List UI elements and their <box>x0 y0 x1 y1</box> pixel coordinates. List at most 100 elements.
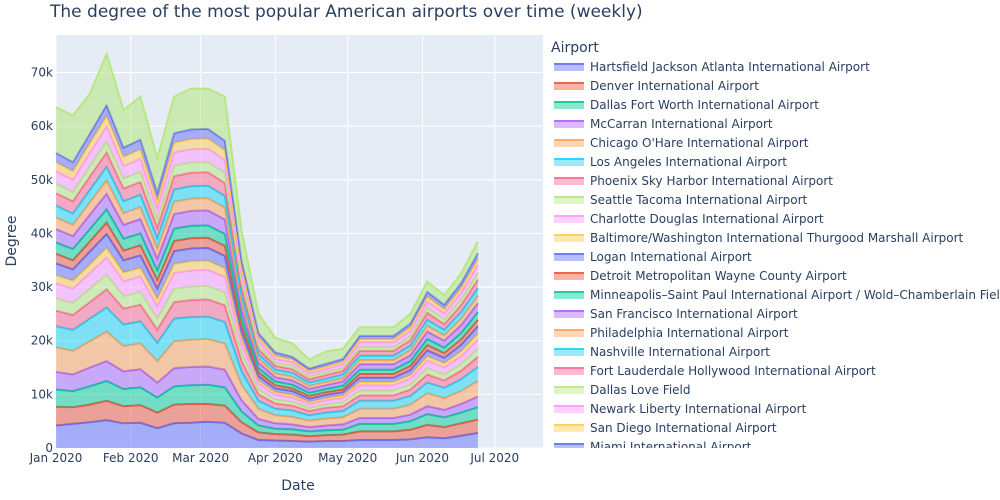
area-series-8[interactable] <box>56 274 478 411</box>
x-tick-label: Apr 2020 <box>248 451 303 465</box>
legend-title: Airport <box>551 40 599 56</box>
area-series-16[interactable] <box>56 166 478 386</box>
area-series-top-band[interactable] <box>56 53 478 369</box>
legend-swatch-icon <box>554 215 584 223</box>
legend-label: Nashville International Airport <box>590 345 770 359</box>
legend-swatch-icon <box>554 272 584 280</box>
area-series-14[interactable] <box>56 193 478 393</box>
legend-swatch-icon <box>554 443 584 448</box>
legend-item[interactable]: Minneapolis–Saint Paul International Air… <box>551 286 1000 305</box>
legend-swatch-icon <box>554 386 584 394</box>
legend-items[interactable]: Hartsfield Jackson Atlanta International… <box>551 58 1000 448</box>
legend-item[interactable]: Nashville International Airport <box>551 343 1000 362</box>
legend-item[interactable]: San Francisco International Airport <box>551 305 1000 324</box>
area-series-7[interactable] <box>56 289 478 416</box>
y-tick-label: 10k <box>31 387 53 401</box>
legend-label: Philadelphia International Airport <box>590 326 789 340</box>
legend-label: Logan International Airport <box>590 250 752 264</box>
legend-item[interactable]: Philadelphia International Airport <box>551 324 1000 343</box>
chart-title: The degree of the most popular American … <box>50 2 643 22</box>
y-tick-label: 60k <box>31 119 53 133</box>
legend-swatch-icon <box>554 177 584 185</box>
area-series-9[interactable] <box>56 257 478 408</box>
y-tick-label: 0 <box>45 441 53 455</box>
area-series-4[interactable] <box>56 361 478 432</box>
y-tick-label: 30k <box>31 280 53 294</box>
area-series-11[interactable] <box>56 234 478 402</box>
legend-item[interactable]: Hartsfield Jackson Atlanta International… <box>551 58 1000 77</box>
legend-label: Minneapolis–Saint Paul International Air… <box>590 288 1000 302</box>
legend-swatch-icon <box>554 101 584 109</box>
legend-swatch-icon <box>554 291 584 299</box>
legend-item[interactable]: Detroit Metropolitan Wayne County Airpor… <box>551 267 1000 286</box>
x-tick-label: Jan 2020 <box>29 451 83 465</box>
area-series-19[interactable] <box>56 126 478 377</box>
legend-item[interactable]: Newark Liberty International Airport <box>551 400 1000 419</box>
legend-swatch-icon <box>554 120 584 128</box>
legend-label: Fort Lauderdale Hollywood International … <box>590 364 876 378</box>
legend-item[interactable]: Charlotte Douglas International Airport <box>551 210 1000 229</box>
legend-item[interactable]: Phoenix Sky Harbor International Airport <box>551 172 1000 191</box>
legend-swatch-icon <box>554 348 584 356</box>
legend-item[interactable]: Los Angeles International Airport <box>551 153 1000 172</box>
legend-label: Denver International Airport <box>590 79 759 93</box>
legend-label: Chicago O'Hare International Airport <box>590 136 809 150</box>
legend-swatch-icon <box>554 196 584 204</box>
legend-label: Baltimore/Washington International Thurg… <box>590 231 964 245</box>
legend-swatch-icon <box>554 367 584 375</box>
legend-item[interactable]: San Diego International Airport <box>551 419 1000 438</box>
stacked-areas[interactable] <box>55 50 479 448</box>
legend-swatch-icon <box>554 329 584 337</box>
legend-swatch-icon <box>554 424 584 432</box>
legend-swatch-icon <box>554 234 584 242</box>
legend-item[interactable]: Miami International Airport <box>551 438 1000 448</box>
legend-label: Phoenix Sky Harbor International Airport <box>590 174 833 188</box>
legend[interactable]: Airport Hartsfield Jackson Atlanta Inter… <box>551 38 1000 448</box>
area-series-13[interactable] <box>56 209 478 396</box>
legend-label: Dallas Fort Worth International Airport <box>590 98 819 112</box>
legend-item[interactable]: Fort Lauderdale Hollywood International … <box>551 362 1000 381</box>
x-axis-ticks: Jan 2020 Feb 2020 Mar 2020 Apr 2020 May 2020… <box>29 451 520 465</box>
area-series-5[interactable] <box>56 331 478 428</box>
legend-swatch-icon <box>554 253 584 261</box>
y-tick-label: 20k <box>31 334 53 348</box>
x-tick-label: Mar 2020 <box>172 451 229 465</box>
y-tick-label: 70k <box>31 66 53 80</box>
legend-label: Detroit Metropolitan Wayne County Airpor… <box>590 269 847 283</box>
legend-item[interactable]: Seattle Tacoma International Airport <box>551 191 1000 210</box>
legend-label: Seattle Tacoma International Airport <box>590 193 808 207</box>
legend-item[interactable]: Baltimore/Washington International Thurg… <box>551 229 1000 248</box>
x-axis-title: Date <box>281 478 314 494</box>
legend-item[interactable]: Chicago O'Hare International Airport <box>551 134 1000 153</box>
y-axis-ticks: 0 10k 20k 30k 40k 50k 60k 70k <box>31 66 53 455</box>
legend-swatch-icon <box>554 158 584 166</box>
x-tick-label: Jun 2020 <box>395 451 449 465</box>
legend-item[interactable]: Logan International Airport <box>551 248 1000 267</box>
legend-swatch-icon <box>554 63 584 71</box>
y-tick-label: 40k <box>31 226 53 240</box>
legend-item[interactable]: Dallas Love Field <box>551 381 1000 400</box>
area-series-17[interactable] <box>56 152 478 383</box>
x-tick-label: Feb 2020 <box>103 451 159 465</box>
legend-swatch-icon <box>554 139 584 147</box>
area-series-6[interactable] <box>56 307 478 421</box>
legend-label: Charlotte Douglas International Airport <box>590 212 824 226</box>
x-tick-label: May 2020 <box>318 451 377 465</box>
legend-label: San Francisco International Airport <box>590 307 798 321</box>
area-series-12[interactable] <box>56 222 478 399</box>
x-tick-label: Jul 2020 <box>469 451 519 465</box>
legend-label: Newark Liberty International Airport <box>590 402 807 416</box>
legend-item[interactable]: McCarran International Airport <box>551 115 1000 134</box>
legend-item[interactable]: Denver International Airport <box>551 77 1000 96</box>
legend-item[interactable]: Dallas Fort Worth International Airport <box>551 96 1000 115</box>
area-series-15[interactable] <box>56 180 478 389</box>
area-series-10[interactable] <box>56 247 478 404</box>
legend-label: McCarran International Airport <box>590 117 773 131</box>
legend-swatch-icon <box>554 82 584 90</box>
legend-label: Los Angeles International Airport <box>590 155 787 169</box>
area-series-top-line[interactable] <box>55 50 479 361</box>
legend-label: Miami International Airport <box>590 440 752 448</box>
y-tick-label: 50k <box>31 173 53 187</box>
legend-label: Dallas Love Field <box>590 383 691 397</box>
